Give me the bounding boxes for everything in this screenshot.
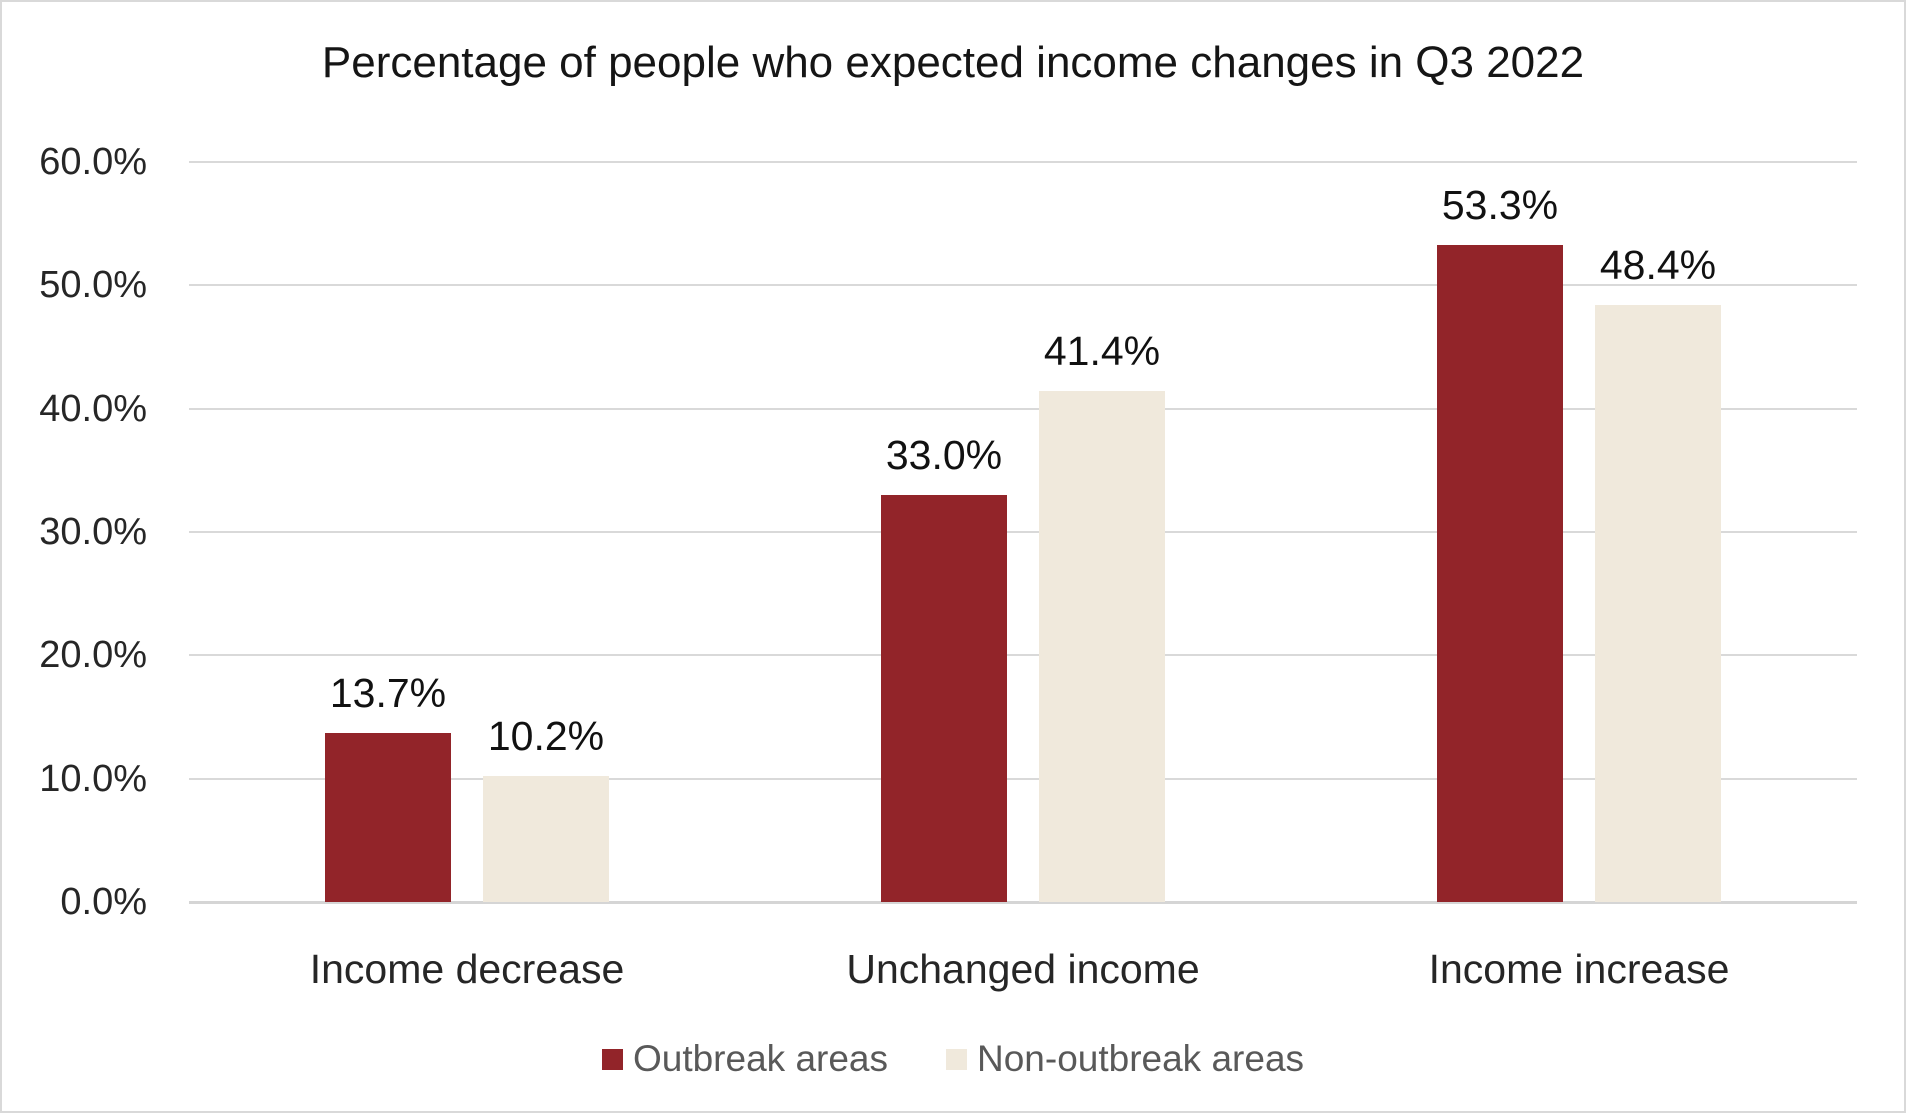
data-label: 10.2% (487, 713, 605, 760)
bar-outbreak (325, 733, 451, 902)
gridline (189, 284, 1857, 287)
data-label: 33.0% (885, 432, 1003, 478)
bar-outbreak (1437, 244, 1563, 902)
data-label: 13.7% (329, 670, 447, 717)
bar-non-outbreak (483, 776, 609, 902)
legend-item-outbreak: Outbreak areas (601, 1038, 888, 1080)
bar-non-outbreak (1039, 391, 1165, 902)
x-axis-category-label: Income decrease (309, 946, 625, 992)
gridline (189, 407, 1857, 410)
gridline (189, 777, 1857, 780)
bar-non-outbreak (1595, 305, 1721, 902)
legend: Outbreak areas Non-outbreak areas (2, 1038, 1904, 1080)
y-axis-tick-label: 60.0% (39, 141, 147, 183)
legend-label-outbreak: Outbreak areas (632, 1038, 888, 1079)
gridline (189, 654, 1857, 657)
gridline (189, 531, 1857, 533)
bar-outbreak (881, 495, 1007, 902)
y-axis-tick-label: 30.0% (39, 511, 147, 553)
legend-label-non-outbreak: Non-outbreak areas (977, 1038, 1305, 1079)
data-label: 41.4% (1043, 328, 1161, 375)
y-axis-tick-label: 40.0% (39, 387, 147, 430)
x-axis-line (189, 900, 1857, 904)
legend-item-non-outbreak: Non-outbreak areas (946, 1038, 1304, 1080)
x-axis-category-label: Unchanged income (846, 946, 1200, 992)
y-axis-tick-label: 20.0% (39, 634, 147, 677)
data-label: 53.3% (1441, 181, 1559, 228)
y-axis-tick-label: 50.0% (39, 264, 147, 307)
y-axis-tick-label: 10.0% (39, 757, 147, 800)
chart-title: Percentage of people who expected income… (321, 38, 1585, 87)
legend-swatch-non-outbreak-icon (946, 1048, 967, 1070)
data-label: 48.4% (1599, 242, 1717, 289)
x-axis-category-label: Income increase (1428, 946, 1730, 992)
y-axis-tick-label: 0.0% (60, 881, 147, 923)
legend-swatch-outbreak-icon (601, 1048, 623, 1070)
gridline (189, 161, 1857, 163)
